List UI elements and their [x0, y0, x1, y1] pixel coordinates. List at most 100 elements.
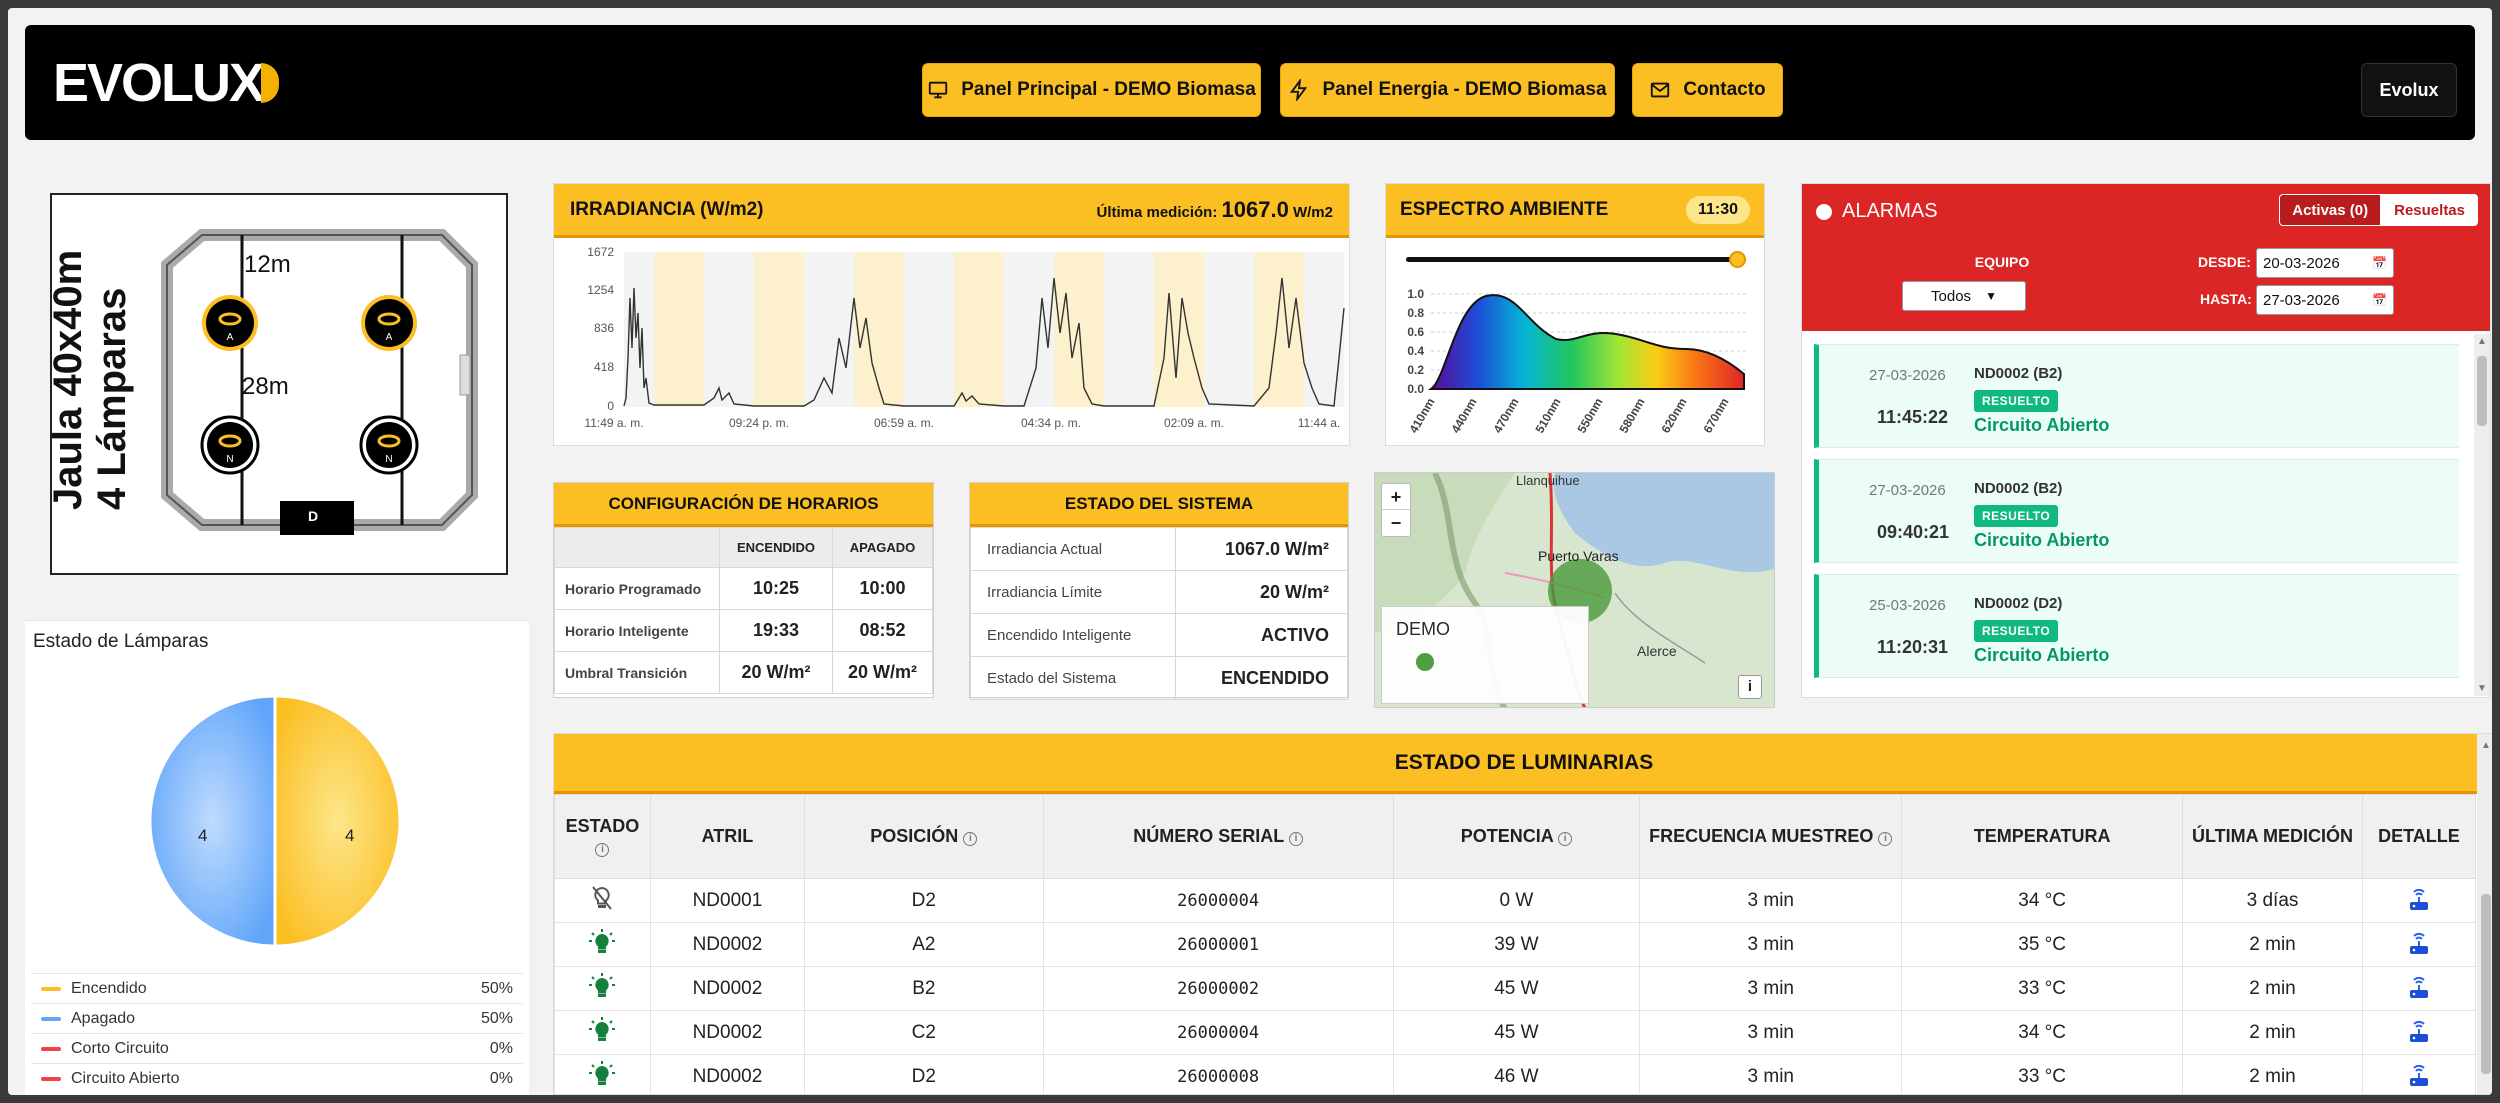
serial-cell: 26000008 [1042, 1054, 1394, 1094]
col-estado[interactable]: ESTADO i [554, 794, 651, 879]
lamp-a2[interactable]: A [359, 293, 419, 358]
detail-button[interactable] [2361, 1010, 2477, 1055]
desde-date-input[interactable]: 20-03-2026 📅 [2256, 248, 2394, 278]
col-posicion[interactable]: POSICIÓN i [803, 794, 1044, 879]
alarm-item[interactable]: 27-03-2026 09:40:21 ND0002 (B2) RESUELTO… [1814, 459, 2459, 563]
slider-handle[interactable] [1729, 251, 1746, 268]
legend-row-corto-circuito: Corto Circuito 0% [31, 1033, 523, 1063]
svg-text:1254: 1254 [587, 283, 614, 297]
equipo-select[interactable]: Todos ▼ [1902, 281, 2026, 311]
tab-activas[interactable]: Activas (0) [2279, 194, 2382, 226]
hasta-label: HASTA: [2200, 291, 2252, 307]
gate-label: D [308, 508, 319, 524]
pie-slice-apagado[interactable] [148, 694, 277, 948]
col-ultima-medicion[interactable]: ÚLTIMA MEDICIÓN [2182, 794, 2363, 879]
device-detail-icon [2409, 976, 2428, 998]
col-temperatura[interactable]: TEMPERATURA [1901, 794, 2184, 879]
last-measure-cell: 2 min [2182, 1010, 2363, 1055]
luminarias-scrollbar[interactable]: ▲ [2477, 734, 2492, 1094]
spectrum-header: ESPECTRO AMBIENTE 11:30 [1386, 184, 1764, 238]
lamp-a1[interactable]: A [200, 293, 260, 358]
atril-cell: ND0002 [649, 922, 805, 967]
scroll-thumb[interactable] [2481, 894, 2491, 1074]
info-icon: i [1878, 832, 1893, 846]
detail-button[interactable] [2361, 1054, 2477, 1094]
map-label-alerce: Alerce [1637, 643, 1677, 659]
pie-label-encendido: 4 [345, 826, 355, 845]
tab-resueltas[interactable]: Resueltas [2381, 194, 2478, 226]
top-navbar: EVOLUX Panel Principal - DEMO Biomasa Pa… [25, 25, 2475, 140]
zoom-out-button[interactable]: − [1390, 513, 1402, 533]
status-badge: RESUELTO [1974, 505, 2059, 527]
pie-slice-encendido[interactable] [273, 694, 402, 948]
alarm-item[interactable]: 27-03-2026 11:45:22 ND0002 (B2) RESUELTO… [1814, 344, 2459, 448]
scroll-up-icon[interactable]: ▲ [2477, 336, 2487, 347]
map-info-button[interactable]: i [1738, 675, 1762, 699]
alarms-scrollbar[interactable]: ▲ ▼ [2474, 334, 2490, 696]
irradiance-header: IRRADIANCIA (W/m2) Última medición: 1067… [554, 184, 1349, 238]
atril-cell: ND0002 [649, 1010, 805, 1055]
serial-cell: 26000001 [1042, 922, 1394, 967]
lamp-n1[interactable]: N [200, 415, 260, 480]
svg-text:620nm: 620nm [1658, 396, 1689, 436]
svg-text:418: 418 [594, 360, 614, 374]
serial-cell: 26000004 [1042, 878, 1394, 923]
lamp-on-icon: A [361, 295, 417, 351]
nav-contacto-button[interactable]: Contacto [1632, 63, 1783, 117]
temperature-cell: 33 °C [1901, 1054, 2184, 1094]
scroll-thumb[interactable] [2477, 356, 2487, 426]
serial-cell: 26000004 [1042, 1010, 1394, 1055]
temperature-cell: 34 °C [1901, 878, 2184, 923]
col-frecuencia[interactable]: FRECUENCIA MUESTREO i [1639, 794, 1903, 879]
scroll-down-icon[interactable]: ▼ [2477, 683, 2487, 694]
location-map[interactable]: Llanquihue Puerto Varas Alerce + − DEMO … [1374, 472, 1775, 708]
atril-cell: ND0002 [649, 1054, 805, 1094]
device-detail-icon [2409, 932, 2428, 954]
svg-text:0.2: 0.2 [1407, 363, 1424, 377]
evolux-logo[interactable]: EVOLUX [53, 56, 280, 110]
detail-button[interactable] [2361, 878, 2477, 923]
map-label-puerto-varas: Puerto Varas [1538, 548, 1619, 564]
col-atril[interactable]: ATRIL [649, 794, 805, 879]
spectrum-title: ESPECTRO AMBIENTE [1400, 198, 1609, 220]
zoom-in-button[interactable]: + [1382, 484, 1410, 510]
legend-row-circuito-abierto: Circuito Abierto 0% [31, 1063, 523, 1093]
state-cell [554, 922, 651, 967]
scroll-up-icon[interactable]: ▲ [2481, 740, 2491, 751]
lamp-n2[interactable]: N [359, 415, 419, 480]
svg-text:470nm: 470nm [1490, 396, 1521, 436]
detail-button[interactable] [2361, 922, 2477, 967]
col-potencia[interactable]: POTENCIA i [1392, 794, 1641, 879]
lamp-off-icon: N [200, 415, 260, 475]
status-badge: RESUELTO [1974, 620, 2059, 642]
cage-diagram-svg [161, 229, 478, 535]
alarms-header: ALARMAS Activas (0) Resueltas EQUIPO Tod… [1802, 184, 2490, 331]
gate-rect [280, 501, 354, 535]
power-cell: 0 W [1392, 878, 1641, 923]
detail-button[interactable] [2361, 966, 2477, 1011]
frequency-cell: 3 min [1639, 966, 1903, 1011]
config-horarios-title: CONFIGURACIÓN DE HORARIOS [554, 483, 933, 527]
spectrum-time-slider[interactable] [1406, 251, 1746, 268]
position-cell: A2 [803, 922, 1044, 967]
irradiance-chart: 1672 1254 836 418 0 11:49 a. m. 09:24 p.… [584, 245, 1345, 430]
cage-diagram: Jaula 40x40m 4 Lámparas 12m 28m A A N N … [46, 193, 508, 575]
position-cell: B2 [803, 966, 1044, 1011]
luminarias-table: ESTADO i ATRIL POSICIÓN i NÚMERO SERIAL i… [554, 794, 2477, 1094]
user-menu-button[interactable]: Evolux [2361, 63, 2457, 117]
logo-mark-icon [261, 63, 280, 103]
alarm-item[interactable]: 25-03-2026 11:20:31 ND0002 (D2) RESUELTO… [1814, 574, 2459, 678]
hasta-date-input[interactable]: 27-03-2026 📅 [2256, 285, 2394, 315]
cage-dim-top: 12m [244, 251, 291, 278]
nav-panel-principal-button[interactable]: Panel Principal - DEMO Biomasa [922, 63, 1261, 117]
col-detalle[interactable]: DETALLE [2361, 794, 2477, 879]
bolt-icon [1290, 79, 1308, 101]
frequency-cell: 3 min [1639, 1010, 1903, 1055]
nav-panel-energia-button[interactable]: Panel Energia - DEMO Biomasa [1280, 63, 1615, 117]
col-serial[interactable]: NÚMERO SERIAL i [1042, 794, 1394, 879]
